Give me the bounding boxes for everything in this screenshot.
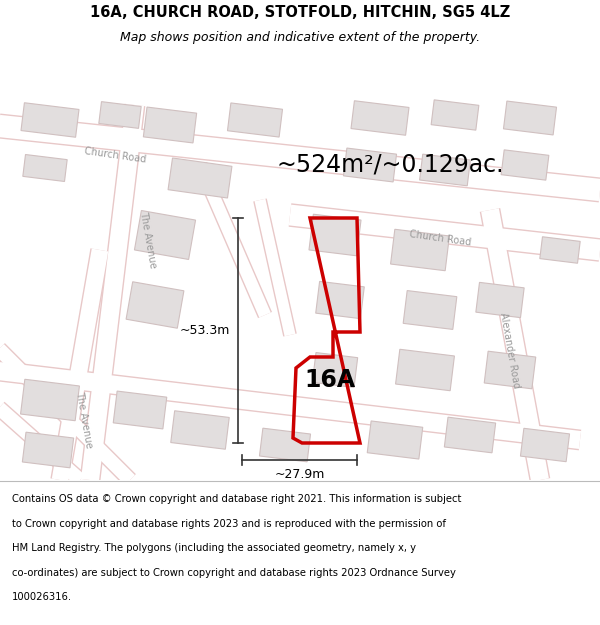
Text: 100026316.: 100026316.	[12, 592, 72, 602]
Text: ~524m²/~0.129ac.: ~524m²/~0.129ac.	[276, 153, 504, 177]
Text: 16A, CHURCH ROAD, STOTFOLD, HITCHIN, SG5 4LZ: 16A, CHURCH ROAD, STOTFOLD, HITCHIN, SG5…	[90, 5, 510, 20]
Text: Map shows position and indicative extent of the property.: Map shows position and indicative extent…	[120, 31, 480, 44]
Polygon shape	[445, 417, 496, 453]
Polygon shape	[540, 237, 580, 263]
Text: Church Road: Church Road	[409, 229, 472, 248]
Polygon shape	[126, 282, 184, 328]
Text: Contains OS data © Crown copyright and database right 2021. This information is : Contains OS data © Crown copyright and d…	[12, 494, 461, 504]
Text: co-ordinates) are subject to Crown copyright and database rights 2023 Ordnance S: co-ordinates) are subject to Crown copyr…	[12, 568, 456, 578]
Polygon shape	[313, 352, 358, 388]
Polygon shape	[99, 102, 141, 128]
Polygon shape	[21, 102, 79, 138]
Polygon shape	[22, 432, 74, 468]
Polygon shape	[431, 100, 479, 130]
Text: HM Land Registry. The polygons (including the associated geometry, namely x, y: HM Land Registry. The polygons (includin…	[12, 543, 416, 553]
Text: ~27.9m: ~27.9m	[274, 468, 325, 481]
Polygon shape	[391, 229, 449, 271]
Text: Church Road: Church Road	[83, 146, 146, 164]
Polygon shape	[309, 214, 361, 256]
Text: The Avenue: The Avenue	[138, 211, 158, 269]
Polygon shape	[503, 101, 557, 135]
Polygon shape	[351, 101, 409, 135]
Polygon shape	[476, 282, 524, 318]
Polygon shape	[134, 211, 196, 259]
Polygon shape	[143, 107, 197, 143]
Polygon shape	[484, 351, 536, 389]
Polygon shape	[113, 391, 167, 429]
Text: to Crown copyright and database rights 2023 and is reproduced with the permissio: to Crown copyright and database rights 2…	[12, 519, 446, 529]
Polygon shape	[259, 428, 311, 462]
Polygon shape	[168, 158, 232, 198]
Polygon shape	[23, 154, 67, 181]
Polygon shape	[395, 349, 454, 391]
Polygon shape	[227, 103, 283, 137]
Polygon shape	[316, 281, 364, 319]
Polygon shape	[20, 379, 79, 421]
Text: The Avenue: The Avenue	[74, 391, 94, 449]
Text: Alexander Road: Alexander Road	[499, 311, 521, 389]
Text: ~53.3m: ~53.3m	[179, 324, 230, 337]
Polygon shape	[520, 428, 569, 462]
Polygon shape	[419, 154, 470, 186]
Polygon shape	[501, 150, 549, 180]
Text: 16A: 16A	[304, 368, 356, 392]
Polygon shape	[171, 411, 229, 449]
Polygon shape	[367, 421, 423, 459]
Polygon shape	[403, 291, 457, 329]
Polygon shape	[343, 148, 397, 182]
